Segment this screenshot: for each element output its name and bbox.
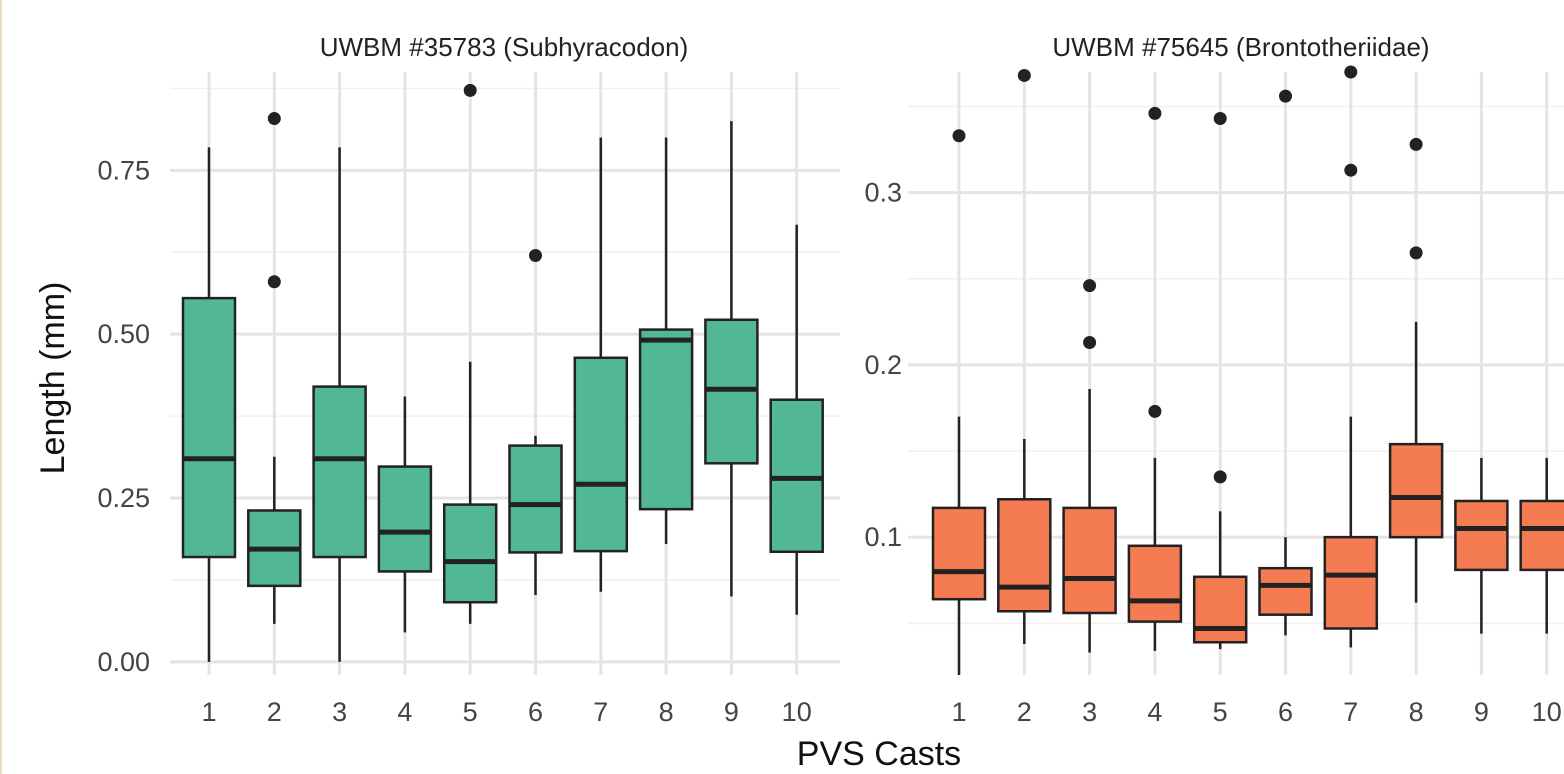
p2-outlier-point [1148,404,1162,418]
p2-box [1127,544,1183,623]
p1-y-tick-label: 0.25 [97,483,150,513]
p2-outlier-point [1083,335,1097,349]
p1-y-tick-label: 0.75 [97,155,150,185]
p1-box [508,444,563,554]
p2-x-tick-label: 3 [1082,697,1097,727]
p2-x-tick-label: 2 [1017,697,1032,727]
p2-x-tick-label: 6 [1278,697,1293,727]
p1-box [442,503,498,604]
p1-x-tick-label: 4 [397,697,412,727]
p1-box [573,356,629,553]
p2-box [931,506,987,601]
p1-outlier-point [463,83,477,97]
p1-x-tick-label: 1 [201,697,216,727]
p1-box [377,465,433,573]
p2-outlier-point [1213,112,1227,126]
p2-outlier-point [1344,65,1358,79]
p1-outlier-point [529,249,542,263]
p2-x-tick-label: 1 [951,697,966,727]
p1-outlier-point [267,112,281,126]
p1-x-tick-label: 3 [332,697,347,727]
p1-x-tick-label: 10 [782,697,812,727]
p2-outlier-point [1344,163,1358,177]
p1-y-tick-label: 0.50 [97,319,150,349]
p1-x-tick-label: 7 [593,697,608,727]
p2-outlier-point [1083,279,1097,293]
p2-box [997,498,1052,613]
p1-x-tick-label: 2 [267,697,282,727]
p2-box [1062,506,1117,615]
p2-box [1323,535,1379,630]
panel-2-title: UWBM #75645 (Brontotheriidae) [1052,32,1429,62]
p2-outlier-point [1279,89,1292,103]
p2-box [1258,566,1313,616]
p1-x-tick-label: 9 [724,697,739,727]
p2-outlier-point [1213,470,1227,484]
p2-box [1388,442,1444,539]
panel-2-plot: 0.1 0.2 0.3 1 2 3 4 5 6 7 8 9 10 [864,65,1564,727]
p1-x-tick-label: 8 [659,697,674,727]
p2-y-tick-label: 0.3 [864,178,902,208]
p2-outlier-point [1148,106,1162,120]
p2-outlier-point [1017,68,1031,82]
p1-box [312,385,367,559]
panel-1-plot: 0.00 0.25 0.50 0.75 1 2 3 4 5 6 7 8 9 10 [97,72,840,727]
p1-x-tick-label: 6 [528,697,543,727]
p2-outlier-point [1409,137,1423,151]
panel-1-title: UWBM #35783 (Subhyracodon) [320,32,689,62]
p2-box [1192,575,1248,644]
p2-outlier-point [952,129,966,143]
y-axis-title: Length (mm) [34,282,72,475]
p2-x-tick-label: 7 [1343,697,1358,727]
p2-x-tick-label: 10 [1532,697,1562,727]
p1-y-tick-label: 0.00 [97,647,150,677]
p2-x-tick-label: 4 [1147,697,1162,727]
p2-y-tick-label: 0.2 [864,350,902,380]
p2-x-tick-label: 5 [1213,697,1228,727]
p1-box [638,328,694,511]
p2-box [1519,499,1564,572]
p2-outlier-point [1409,246,1423,260]
p1-box [181,296,237,559]
p2-box [1454,499,1509,572]
p1-outlier-point [267,275,281,289]
p2-x-tick-label: 9 [1474,697,1489,727]
p2-y-tick-label: 0.1 [864,522,902,552]
x-axis-title: PVS Casts [797,735,961,773]
p1-x-tick-label: 5 [463,697,478,727]
p1-box [769,398,824,554]
p2-x-tick-label: 8 [1409,697,1424,727]
